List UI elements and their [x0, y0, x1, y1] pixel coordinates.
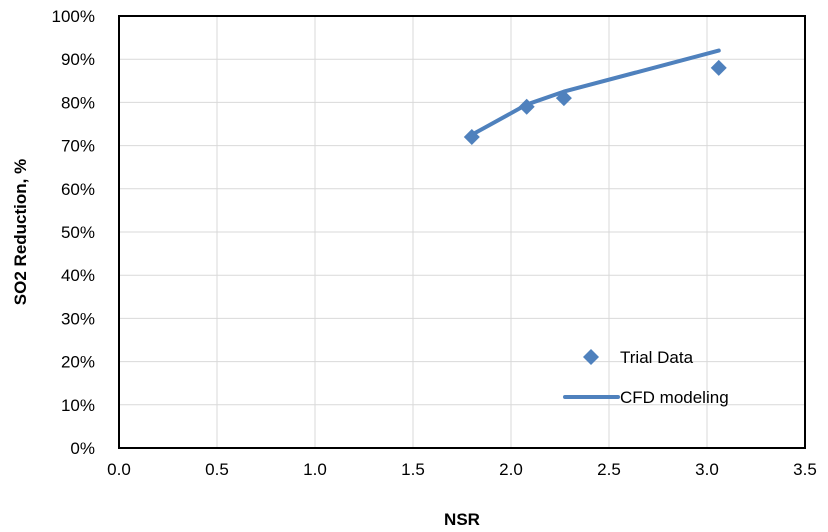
- series-layer: [463, 48, 727, 145]
- x-tick-label: 2.5: [597, 460, 621, 479]
- plot-area-frame: [118, 15, 806, 449]
- legend-trial-data-label: Trial Data: [620, 348, 694, 367]
- y-tick-label: 80%: [61, 93, 95, 112]
- legend: Trial Data CFD modeling: [563, 348, 729, 407]
- x-tick-label: 0.0: [107, 460, 131, 479]
- x-axis-title: NSR: [444, 510, 480, 529]
- x-tick-label: 0.5: [205, 460, 229, 479]
- y-axis-title: SO2 Reduction, %: [11, 159, 30, 305]
- y-tick-label: 0%: [70, 439, 95, 458]
- y-tick-label: 20%: [61, 353, 95, 372]
- cfd-modeling-line: [469, 48, 721, 137]
- trial-data-point: [518, 98, 535, 115]
- gridlines: [119, 16, 805, 448]
- y-axis-ticks: 0% 10% 20% 30% 40% 50% 60% 70% 80% 90% 100%: [52, 7, 95, 458]
- x-tick-label: 3.5: [793, 460, 817, 479]
- y-tick-label: 70%: [61, 137, 95, 156]
- x-tick-label: 3.0: [695, 460, 719, 479]
- legend-cfd-modeling-label: CFD modeling: [620, 388, 729, 407]
- y-tick-label: 90%: [61, 50, 95, 69]
- trial-data-point: [555, 90, 572, 107]
- y-tick-label: 60%: [61, 180, 95, 199]
- legend-trial-data-marker-icon: [583, 349, 599, 365]
- y-tick-label: 40%: [61, 266, 95, 285]
- x-tick-label: 1.0: [303, 460, 327, 479]
- y-tick-label: 100%: [52, 7, 95, 26]
- x-tick-label: 1.5: [401, 460, 425, 479]
- x-tick-label: 2.0: [499, 460, 523, 479]
- trial-data-point: [710, 59, 727, 76]
- trial-data-point: [463, 128, 480, 145]
- y-tick-label: 50%: [61, 223, 95, 242]
- y-tick-label: 10%: [61, 396, 95, 415]
- x-axis-ticks: 0.0 0.5 1.0 1.5 2.0 2.5 3.0 3.5: [107, 460, 817, 479]
- y-tick-label: 30%: [61, 309, 95, 328]
